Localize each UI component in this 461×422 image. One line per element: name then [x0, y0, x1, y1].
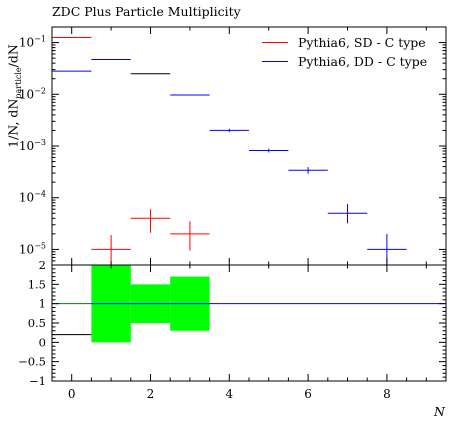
ratio-y-tick-label-3: 0.5	[28, 316, 46, 330]
legend-entry-dd: Pythia6, DD - C type	[262, 52, 427, 71]
ratio-y-tick-label-4: 1	[39, 297, 46, 311]
series-1-point-4	[249, 148, 289, 153]
series-0-point-2	[130, 209, 171, 233]
x-tick-label-2: 4	[225, 387, 233, 401]
series-0-point-1	[91, 235, 131, 263]
x-tick-label-4: 8	[383, 387, 391, 401]
legend-label-dd: Pythia6, DD - C type	[298, 54, 428, 69]
ratio-y-tick-label-0: −1	[29, 374, 46, 388]
x-axis-label: N	[434, 404, 445, 419]
ratio-y-tick-label-2: 0	[39, 335, 46, 349]
main-y-tick-label-3: 10−2	[19, 86, 46, 101]
x-tick-label-1: 2	[147, 387, 155, 401]
ratio-y-tick-label-5: 1.5	[28, 277, 46, 291]
main-y-tick-label-1: 10−4	[19, 190, 46, 205]
series-1-point-3	[209, 128, 249, 133]
legend-swatch-sd	[262, 42, 288, 43]
main-y-tick-label-0: 10−5	[19, 241, 46, 256]
series-0-point-3	[170, 221, 210, 251]
ratio-y-tick-label-1: −0.5	[18, 355, 46, 369]
main-y-tick-label-2: 10−3	[19, 138, 46, 153]
legend-entry-sd: Pythia6, SD - C type	[262, 33, 427, 52]
x-tick-label-3: 6	[304, 387, 312, 401]
legend-label-sd: Pythia6, SD - C type	[298, 35, 426, 50]
chart-title: ZDC Plus Particle Multiplicity	[52, 4, 241, 19]
series-1-point-6	[327, 204, 368, 224]
ratio-y-tick-label-6: 2	[39, 258, 46, 272]
x-tick-label-0: 0	[68, 387, 76, 401]
series-1-point-5	[288, 167, 328, 174]
legend: Pythia6, SD - C type Pythia6, DD - C typ…	[262, 33, 427, 71]
legend-swatch-dd	[262, 61, 288, 62]
main-y-tick-label-4: 10−1	[19, 35, 46, 50]
